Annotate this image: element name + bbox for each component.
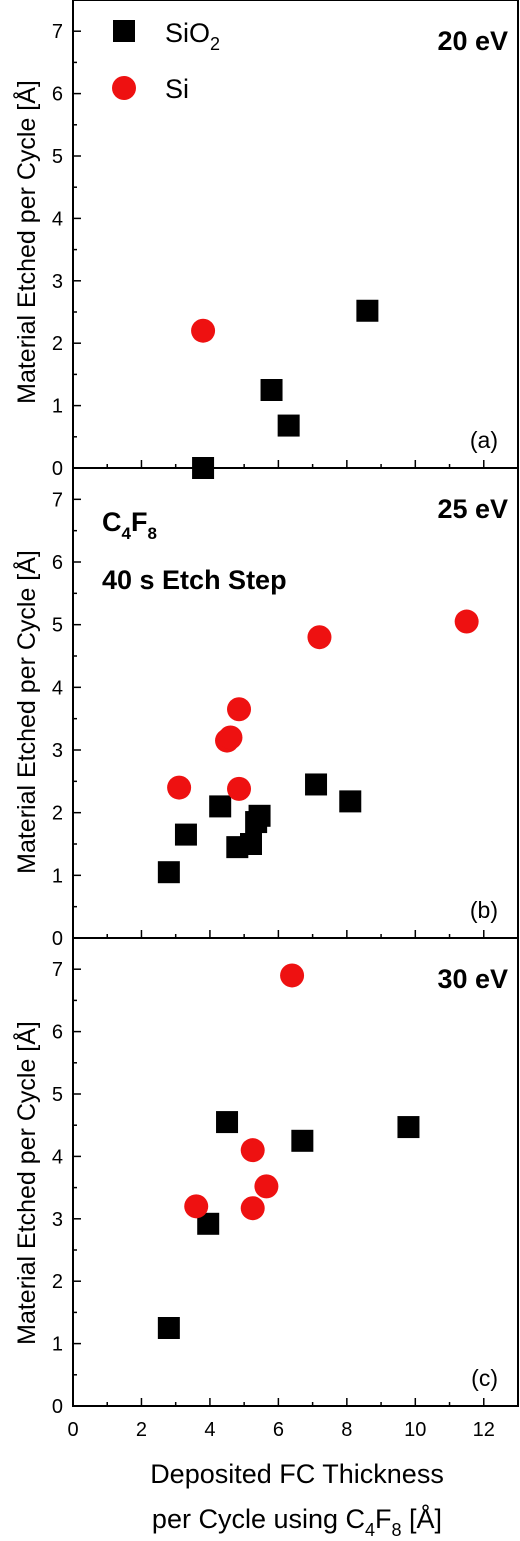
y-tick-label-c: 5 [52,1084,63,1106]
point-sio2-a [260,379,283,401]
point-sio2-c [157,1317,180,1339]
y-tick-label-a: 5 [52,146,63,168]
legend-marker-si [112,76,136,100]
point-sio2-a [277,414,300,437]
point-sio2-c [291,1129,314,1152]
x-axis-label-line1: Deposited FC Thickness [150,1459,444,1489]
point-si-c [280,963,305,988]
point-sio2-a [356,299,379,322]
y-axis-label-c: Material Etched per Cycle [Å] [11,1021,41,1345]
point-si-b [454,609,479,634]
point-sio2-b [240,833,262,855]
x-axis-label-line2: per Cycle using C4F8 [Å] [152,1503,442,1540]
y-tick-label-c: 2 [52,1271,63,1293]
legend-label-sio2-main: SiO [165,18,210,48]
x-tick-label: 10 [404,1419,426,1441]
x-tick-label: 0 [67,1419,78,1441]
x-axis-label-line2-sub2: 8 [392,1520,402,1540]
point-sio2-c [397,1116,420,1139]
y-tick-label-c: 3 [52,1209,63,1231]
y-tick-label-b: 3 [52,740,63,762]
y-tick-label-c: 1 [52,1334,63,1356]
legend-label-sio2: SiO2 [165,18,220,54]
y-tick-label-b: 5 [52,615,63,637]
y-tick-label-a: 0 [52,458,63,480]
x-tick-label: 6 [273,1419,284,1441]
energy-label-b: 25 eV [437,494,508,524]
y-tick-label-a: 4 [52,208,63,230]
x-axis-label-line2-mid: F [375,1504,392,1534]
point-si-c [240,1196,265,1221]
point-si-c [240,1138,265,1163]
point-si-b [227,776,252,801]
y-tick-label-c: 6 [52,1022,63,1044]
gas-formula-c: C [102,507,122,537]
point-si-a [191,318,216,343]
y-tick-label-c: 4 [52,1146,63,1168]
gas-formula-sub1: 4 [122,524,132,543]
point-sio2-c [216,1111,239,1134]
plot-frame-c [72,937,519,1407]
y-tick-label-b: 4 [52,677,63,699]
point-si-b [218,725,243,750]
point-sio2-b [174,823,197,846]
y-tick-label-a: 3 [52,271,63,293]
plot-frame-b [72,467,519,939]
x-tick-label: 2 [136,1419,147,1441]
y-tick-label-a: 2 [52,333,63,355]
point-sio2-b [305,773,328,796]
gas-formula-f: F [131,507,148,537]
y-tick-label-a: 6 [52,84,63,106]
y-tick-label-c: 7 [52,959,63,981]
y-tick-label-b: 7 [52,489,63,511]
point-sio2-b [248,804,271,827]
legend: SiO2 Si [112,18,220,104]
y-axis-label-a: Material Etched per Cycle [Å] [11,80,41,404]
point-si-c [184,1194,209,1219]
point-sio2-c [197,1212,220,1235]
point-sio2-b [157,861,180,884]
point-si-b [227,697,252,722]
point-sio2-b [339,790,362,813]
point-sio2-b [209,795,232,818]
panel-tag-a: (a) [470,427,498,453]
panel-tag-b: (b) [470,897,498,923]
x-tick-label: 4 [204,1419,215,1441]
point-si-c [254,1174,279,1199]
panel-b: 0 1 2 3 4 5 6 7 25 eV (b) [52,467,519,950]
legend-label-sio2-sub: 2 [210,34,220,54]
x-axis-label-line2-post: [Å] [402,1503,443,1534]
y-tick-label-b: 1 [52,865,63,887]
point-si-b [307,625,332,650]
x-axis-label-line2-sub1: 4 [365,1520,375,1540]
legend-label-si: Si [165,74,189,104]
y-tick-label-b: 0 [52,928,63,950]
y-tick-label-a: 7 [52,21,63,43]
y-axis-label-b: Material Etched per Cycle [Å] [11,550,41,874]
y-tick-label-b: 2 [52,803,63,825]
y-tick-label-b: 6 [52,552,63,574]
y-tick-label-c: 0 [52,1396,63,1418]
x-tick-label: 12 [473,1419,495,1441]
gas-formula-sub2: 8 [147,524,156,543]
point-si-b [167,775,192,800]
x-axis-label-line2-pre: per Cycle using C [152,1504,365,1534]
energy-label-c: 30 eV [437,964,508,994]
legend-marker-sio2 [113,20,135,42]
panel-a: 0 1 2 3 4 5 6 7 20 eV (a) [52,0,519,480]
gas-formula: C4F8 [102,507,157,543]
etch-step-note: 40 s Etch Step [102,565,287,595]
panel-tag-c: (c) [471,1365,498,1391]
energy-label-a: 20 eV [437,26,508,56]
y-tick-label-a: 1 [52,396,63,418]
plot-frame-a [72,0,519,469]
x-tick-label: 8 [341,1419,352,1441]
